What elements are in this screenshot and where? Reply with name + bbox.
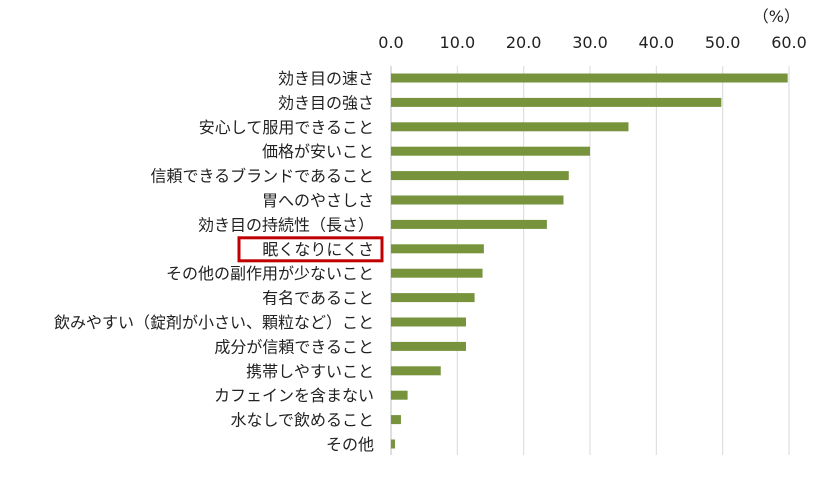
category-labels: 効き目の速さ効き目の強さ安心して服用できること価格が安いこと信頼できるブランドで…: [54, 69, 374, 454]
category-label: 胃へのやさしさ: [262, 191, 374, 210]
bar: [391, 97, 722, 107]
tick-label: 60.0: [771, 33, 807, 52]
tick-label: 10.0: [440, 33, 476, 52]
tick-label: 0.0: [378, 33, 403, 52]
highlight-box: [237, 236, 384, 263]
bar: [391, 146, 590, 156]
category-label: 眠くなりにくさ: [262, 240, 374, 259]
category-label: 携帯しやすいこと: [246, 362, 374, 381]
category-label: 効き目の強さ: [278, 93, 374, 112]
category-label: 安心して服用できること: [199, 118, 374, 137]
category-label: 有名であること: [262, 289, 374, 308]
bar: [391, 195, 564, 205]
bar: [391, 73, 788, 83]
unit-label: （%）: [753, 7, 800, 26]
category-label: その他: [326, 435, 374, 454]
category-label: 水なしで飲めること: [230, 411, 374, 430]
bar: [391, 171, 569, 181]
bar: [391, 439, 395, 449]
category-label: 効き目の持続性（長さ）: [198, 215, 374, 234]
tick-label: 40.0: [639, 33, 675, 52]
tick-label: 30.0: [572, 33, 608, 52]
bars: [391, 73, 788, 449]
category-label: カフェインを含まない: [214, 386, 374, 405]
category-label: その他の副作用が少ないこと: [166, 264, 374, 283]
bar: [391, 122, 629, 132]
category-label: 価格が安いこと: [262, 142, 374, 161]
category-label: 効き目の速さ: [278, 69, 374, 88]
category-label: 信頼できるブランドであること: [150, 167, 374, 186]
bar: [391, 366, 441, 376]
x-axis-ticks: 0.0 10.0 20.0 30.0 40.0 50.0 60.0: [378, 33, 807, 52]
bar: [391, 390, 408, 400]
bar: [391, 341, 466, 351]
bar: [391, 317, 466, 327]
tick-label: 20.0: [506, 33, 542, 52]
bar: [391, 415, 401, 425]
bar: [391, 219, 547, 229]
bar: [391, 268, 483, 278]
bar: [391, 293, 475, 303]
tick-label: 50.0: [705, 33, 741, 52]
bar: [391, 244, 484, 254]
category-label: 飲みやすい（錠剤が小さい、顆粒など）こと: [54, 313, 374, 332]
category-label: 成分が信頼できること: [214, 337, 374, 356]
